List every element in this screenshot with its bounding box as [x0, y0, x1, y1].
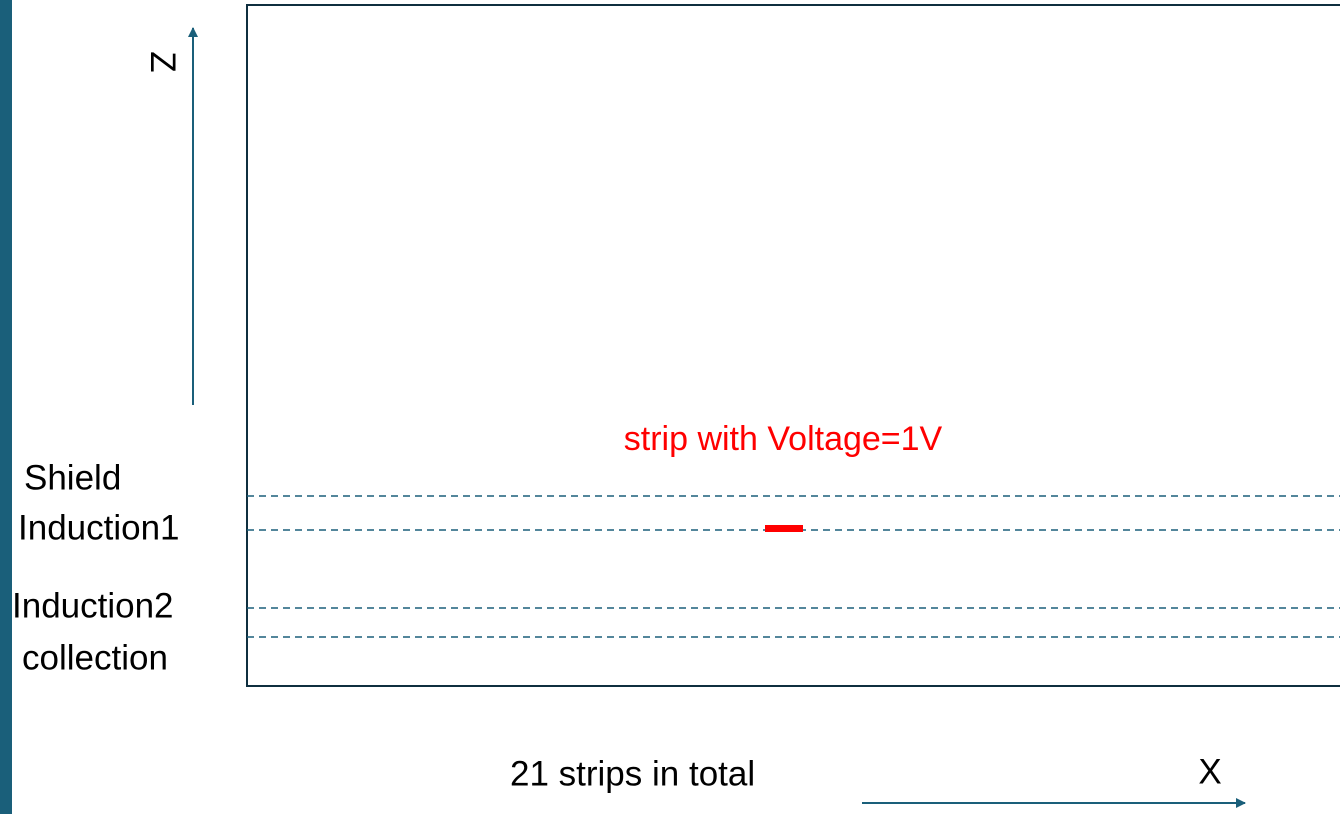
z-label: Z — [143, 51, 182, 72]
layer-label: collection — [22, 638, 168, 677]
strip — [765, 525, 803, 532]
side-bar — [0, 0, 12, 814]
annotation: strip with Voltage=1V — [624, 420, 943, 458]
footer: 21 strips in total — [510, 754, 755, 793]
layer-label: Induction1 — [18, 508, 180, 547]
domain-box — [246, 4, 1340, 687]
x-label: X — [1198, 752, 1221, 791]
layer-label: Shield — [24, 458, 121, 497]
layer-label: Induction2 — [12, 586, 174, 625]
